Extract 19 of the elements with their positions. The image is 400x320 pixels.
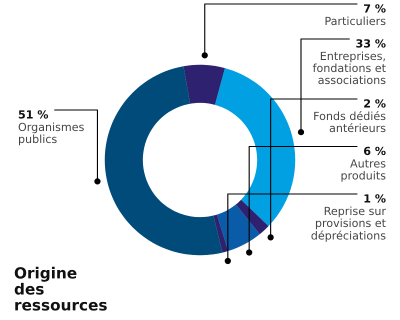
- donut-slice: [216, 204, 260, 251]
- slice-label: Particuliers: [326, 16, 386, 26]
- data-label: 51 %: [18, 110, 48, 119]
- donut-slice: [236, 200, 269, 234]
- data-label: 7 %: [364, 4, 386, 13]
- donut-slice: [104, 66, 222, 256]
- text: Origine des ressources: [14, 266, 107, 311]
- slice-label: Entreprises, fondations et associations: [312, 52, 386, 84]
- donut-slice: [214, 68, 296, 226]
- slice-label: Fonds dédiés antérieurs: [314, 111, 386, 132]
- slice-label: Organismes publics: [18, 122, 84, 146]
- data-label: 6 %: [364, 146, 386, 156]
- slice-label: Reprise sur provisions et dépréciations: [311, 206, 386, 242]
- donut-slice: [213, 214, 228, 253]
- slice-label: Autres produits: [342, 159, 386, 182]
- data-label: 2 %: [364, 99, 386, 108]
- data-label: 1 %: [364, 194, 386, 203]
- donut-slice: [183, 64, 225, 105]
- data-label: 33 %: [356, 39, 386, 48]
